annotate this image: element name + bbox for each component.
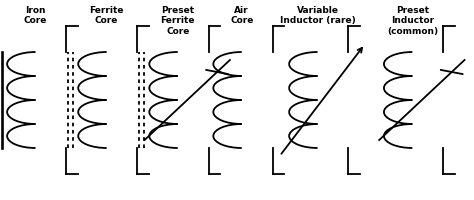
Text: Ferrite
Core: Ferrite Core bbox=[90, 6, 124, 25]
Text: Variable
Inductor (rare): Variable Inductor (rare) bbox=[280, 6, 356, 25]
Text: Preset
Inductor
(common): Preset Inductor (common) bbox=[387, 6, 438, 36]
Text: Iron
Core: Iron Core bbox=[24, 6, 47, 25]
Text: Preset
Ferrite
Core: Preset Ferrite Core bbox=[161, 6, 195, 36]
Text: Air
Core: Air Core bbox=[230, 6, 254, 25]
